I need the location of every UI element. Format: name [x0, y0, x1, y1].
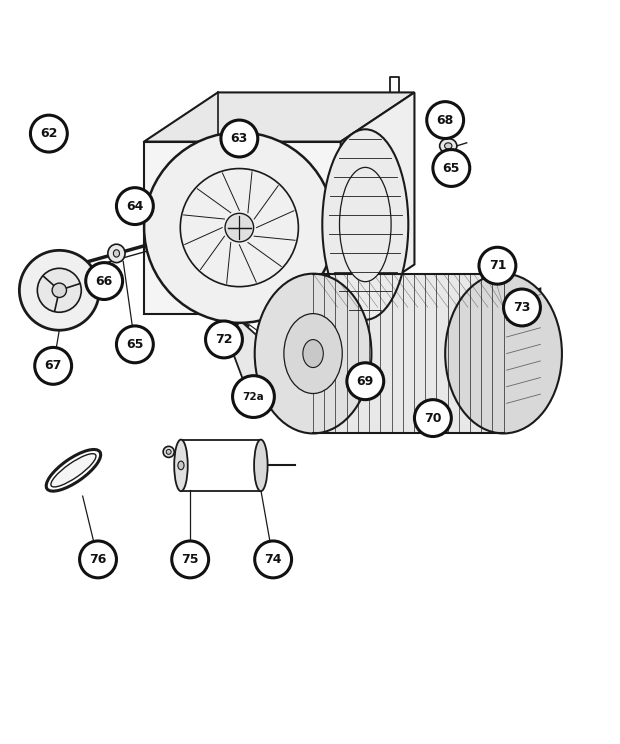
- Ellipse shape: [440, 138, 457, 153]
- Text: 65: 65: [443, 161, 460, 175]
- Text: 62: 62: [40, 127, 58, 140]
- Text: 73: 73: [513, 301, 531, 314]
- Text: 63: 63: [231, 132, 248, 145]
- Text: 75: 75: [182, 553, 199, 566]
- Text: 74: 74: [264, 553, 282, 566]
- Text: 66: 66: [95, 275, 113, 288]
- Ellipse shape: [322, 129, 409, 320]
- Circle shape: [180, 169, 298, 286]
- Polygon shape: [507, 289, 541, 409]
- Circle shape: [35, 347, 71, 385]
- Circle shape: [19, 250, 99, 330]
- Circle shape: [255, 541, 291, 578]
- Ellipse shape: [445, 274, 562, 434]
- Text: 70: 70: [424, 411, 441, 425]
- Ellipse shape: [255, 274, 371, 434]
- Ellipse shape: [303, 339, 323, 368]
- Circle shape: [479, 247, 516, 284]
- Circle shape: [86, 263, 123, 300]
- FancyBboxPatch shape: [313, 274, 503, 434]
- Polygon shape: [144, 141, 341, 314]
- Circle shape: [433, 150, 470, 187]
- Circle shape: [503, 289, 541, 326]
- Ellipse shape: [340, 167, 391, 282]
- Circle shape: [221, 120, 258, 157]
- Polygon shape: [341, 92, 414, 314]
- Ellipse shape: [174, 440, 188, 491]
- Ellipse shape: [254, 440, 268, 491]
- Text: 64: 64: [126, 199, 144, 213]
- Circle shape: [144, 132, 335, 323]
- Ellipse shape: [113, 250, 120, 257]
- Circle shape: [52, 283, 66, 298]
- Text: 71: 71: [489, 259, 506, 272]
- Circle shape: [232, 376, 275, 417]
- Text: 72a: 72a: [242, 391, 264, 402]
- Text: 65: 65: [126, 338, 144, 351]
- Polygon shape: [335, 283, 360, 329]
- Ellipse shape: [445, 143, 452, 149]
- Text: 68: 68: [436, 114, 454, 126]
- Ellipse shape: [163, 446, 174, 458]
- Circle shape: [37, 269, 81, 312]
- Circle shape: [225, 214, 254, 242]
- Circle shape: [427, 102, 464, 138]
- Polygon shape: [233, 320, 298, 405]
- Text: 67: 67: [45, 359, 62, 372]
- Circle shape: [206, 321, 242, 358]
- Ellipse shape: [51, 454, 96, 487]
- Text: 72: 72: [215, 333, 232, 346]
- Circle shape: [414, 400, 451, 437]
- Circle shape: [347, 363, 384, 400]
- Ellipse shape: [178, 461, 184, 469]
- Circle shape: [117, 326, 153, 363]
- Circle shape: [117, 187, 153, 225]
- Circle shape: [172, 541, 208, 578]
- Circle shape: [30, 115, 68, 152]
- Circle shape: [79, 541, 117, 578]
- Ellipse shape: [284, 314, 342, 394]
- Polygon shape: [144, 92, 414, 141]
- Text: 69: 69: [356, 375, 374, 388]
- Text: 76: 76: [89, 553, 107, 566]
- Text: eReplacementParts.com: eReplacementParts.com: [242, 379, 378, 389]
- Ellipse shape: [166, 449, 171, 455]
- Ellipse shape: [108, 244, 125, 263]
